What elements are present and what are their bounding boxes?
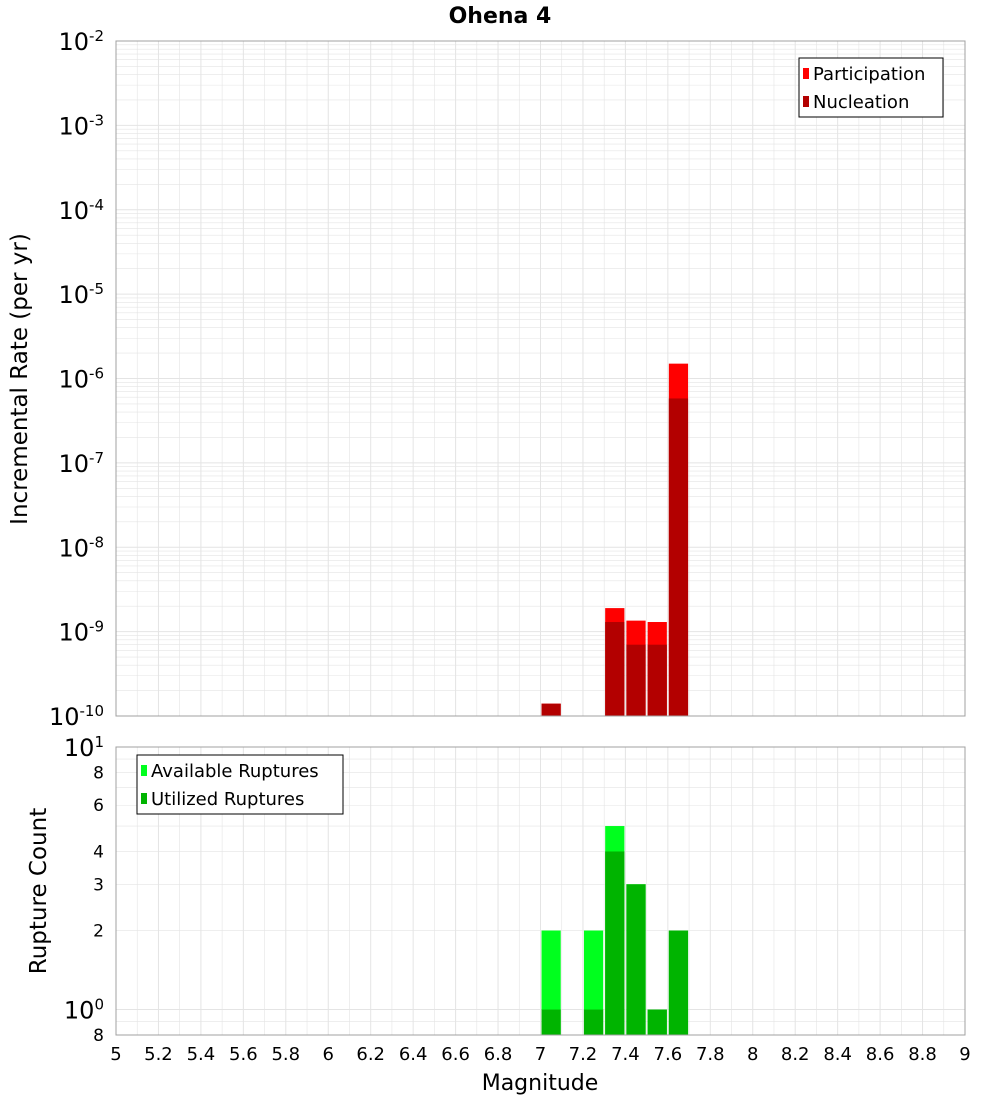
x-tick-label: 6.8 [484,1044,513,1065]
bottom-bar-utilized-ruptures [605,851,625,1035]
top-y-tick-label: 10-4 [58,196,104,225]
bottom-bars [541,826,689,1035]
top-y-tick-label: 10-3 [58,111,104,140]
x-tick-label: 6.6 [441,1044,470,1065]
bottom-legend-box [136,754,344,815]
bottom-legend-label: Utilized Ruptures [151,789,304,810]
top-y-tick-label: 10-10 [49,702,104,731]
bottom-bar-utilized-ruptures [668,930,689,1035]
top-legend-label: Nucleation [813,92,909,113]
x-tick-label: 5.2 [144,1044,173,1065]
x-tick-label: 5.6 [229,1044,258,1065]
top-y-tick-label: 10-5 [58,280,104,309]
bottom-bar-available-ruptures [541,930,561,1035]
top-legend: Participation Nucleation [798,57,944,118]
top-y-tick-label: 10-7 [58,449,104,478]
top-y-tick-label: 10-8 [58,533,104,562]
chart-title: Ohena 4 [449,4,552,29]
bottom-y-axis-label: Rupture Count [26,808,52,974]
x-tick-label: 5 [110,1044,121,1065]
x-tick-label: 5.8 [271,1044,300,1065]
top-bar-nucleation [626,644,646,716]
x-tick-label: 6.2 [356,1044,385,1065]
top-legend-swatch [803,68,809,79]
top-y-ticks: 10-10 10-9 10-8 10-7 10-6 10-5 10-4 10-3 10-2 [49,27,104,731]
top-y-tick-label: 10-6 [58,365,104,394]
x-tick-label: 8 [747,1044,758,1065]
bottom-bar-utilized-ruptures [541,1009,561,1035]
x-tick-label: 8.6 [866,1044,895,1065]
x-tick-label: 5.4 [187,1044,216,1065]
top-y-axis-label: Incremental Rate (per yr) [7,233,33,525]
bottom-y-tick-label: 8 [93,1026,104,1046]
bottom-plot-frame [115,746,966,1036]
x-tick-label: 9 [959,1044,970,1065]
top-y-tick-label: 10-9 [58,618,104,647]
bottom-bar-utilized-ruptures [626,884,646,1035]
top-plot-frame [115,40,966,717]
top-grid [115,40,966,717]
x-axis-label: Magnitude [482,1071,599,1096]
bottom-bar-available-ruptures [583,930,604,1035]
x-tick-label: 7 [535,1044,546,1065]
top-bar-nucleation [647,644,667,716]
x-tick-label: 8.4 [823,1044,852,1065]
x-tick-label: 7.2 [569,1044,598,1065]
bottom-legend-swatch [141,793,147,804]
bottom-y-tick-label: 101 [64,733,104,762]
x-tick-label: 7.8 [696,1044,725,1065]
bottom-bar-utilized-ruptures [583,1009,604,1035]
top-legend-box [798,57,944,118]
bottom-legend: Available Ruptures Utilized Ruptures [136,754,344,815]
bottom-legend-label: Available Ruptures [151,761,319,782]
x-tick-label: 6 [323,1044,334,1065]
x-tick-label: 8.2 [781,1044,810,1065]
bottom-y-tick-label: 8 [93,763,104,783]
top-legend-label: Participation [813,64,925,85]
top-bar-nucleation [541,703,561,716]
bottom-legend-swatch [141,765,147,776]
bottom-y-tick-label: 3 [93,875,104,895]
x-tick-label: 8.8 [908,1044,937,1065]
x-tick-label: 7.4 [611,1044,640,1065]
bottom-y-tick-label: 2 [93,922,104,942]
top-y-tick-label: 10-2 [58,27,104,56]
bottom-y-tick-label: 100 [64,996,104,1025]
x-tick-label: 7.6 [654,1044,683,1065]
top-bar-nucleation [668,398,689,716]
top-bars [541,363,689,716]
bottom-grid [115,746,966,1036]
top-legend-swatch [803,96,809,107]
x-tick-label: 6.4 [399,1044,428,1065]
top-bar-nucleation [605,622,625,716]
bottom-bar-utilized-ruptures [647,1009,667,1035]
bottom-y-tick-label: 6 [93,796,104,816]
bottom-y-tick-label: 4 [93,842,104,862]
x-ticks: 5 5.2 5.4 5.6 5.8 6 6.2 6.4 6.6 6.8 7 7.2 7.4 7.6 7.8 8… [110,1044,970,1065]
